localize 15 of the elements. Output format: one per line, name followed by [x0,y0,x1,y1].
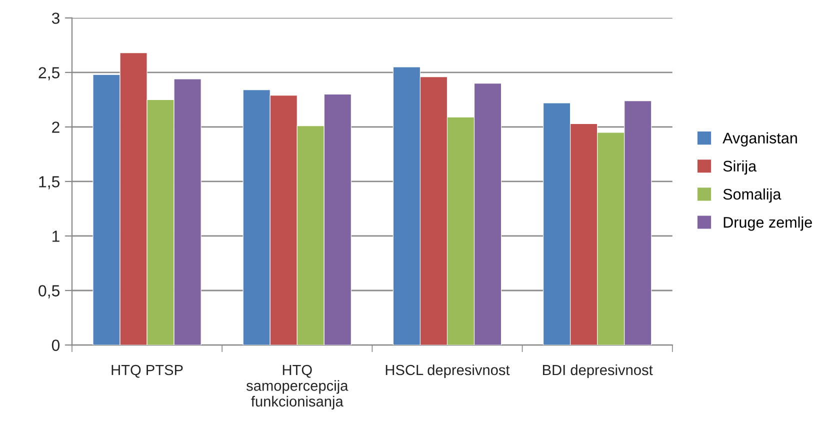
y-tick-label: 1,5 [39,176,60,190]
x-tick-label: BDI depresivnost [543,364,653,378]
y-tick-label: 2 [52,122,60,133]
x-tick-label: HTQ PTSP [112,364,183,378]
y-tick-label: 1 [52,230,60,242]
y-tick-label: 0 [52,340,60,351]
y-tick-label: 3 [52,12,60,24]
legend-label: Somalija [723,188,782,203]
y-tick-label: 2,5 [38,67,60,80]
y-tick-label: 0,5 [38,285,60,298]
legend-label: Sirija [723,160,757,175]
x-tick-label: HSCL depresivnost [386,364,510,378]
legend-label: Avganistan [722,132,797,147]
x-tick-label: HTQ samopercepcija funkcionisanja [246,364,348,410]
legend-label: Druge zemlje [724,216,812,231]
